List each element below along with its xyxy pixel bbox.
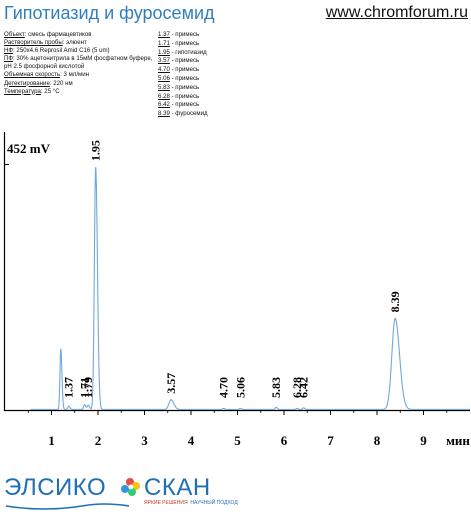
x-tick-label: 3 xyxy=(141,433,148,448)
peak-label: 1.37 xyxy=(62,377,76,398)
peak-rt: 5.83 xyxy=(158,83,170,91)
peak-name: - примесь xyxy=(169,39,200,47)
peak-rt: 6.42 xyxy=(158,101,170,109)
condition-row: НФ: 250x4.6 Reprosil Amid C16 (5 um) xyxy=(4,47,154,55)
peak-rt: 3.57 xyxy=(158,57,170,65)
x-axis-label: мин xyxy=(446,433,470,448)
x-tick-label: 4 xyxy=(188,433,195,448)
peak-name: - примесь xyxy=(169,74,200,82)
condition-key: Детектирование xyxy=(4,79,50,87)
peak-rt: 1.71 xyxy=(158,39,170,47)
peak-rt: 8.39 xyxy=(158,110,170,118)
condition-value: : 30% ацетонитрила в 15мМ фосфатном буфе… xyxy=(4,55,153,71)
condition-key: Объемная скорость xyxy=(4,71,61,79)
chart-title: Гипотиазид и фуросемид xyxy=(4,3,215,23)
condition-value: : 220 нм xyxy=(49,79,73,87)
peak-labels: 1.37 1.711.79 1.95 3.57 4.70 5.06 5.83 6.286.42… xyxy=(62,140,402,398)
trace-group xyxy=(30,167,470,411)
peak-legend: 1.37 - примесь 1.71 - примесь 1.95 - гип… xyxy=(158,31,208,119)
logo-flower-icon xyxy=(121,478,140,496)
peak-name: - фуросемид xyxy=(169,110,208,118)
peak-rt: 5.06 xyxy=(158,74,170,82)
condition-row: Растворитель пробы: элюент xyxy=(4,39,154,47)
peak-name: - примесь xyxy=(169,57,200,65)
company-logo: ЭЛСИКО СКАН ЯРКИЕ РЕШЕНИЯ НАУЧНЫЙ ПОДХОД xyxy=(4,472,264,512)
condition-key: Объект xyxy=(4,31,25,38)
condition-value: : 250x4.6 Reprosil Amid C16 (5 um) xyxy=(13,47,110,55)
condition-row: Детектирование: 220 нм xyxy=(4,80,154,88)
peak-legend-row: 4.70 - примесь xyxy=(158,66,208,75)
peak-rt: 1.37 xyxy=(158,31,170,38)
conditions-block: Объект: смесь фармацевтиков Растворитель… xyxy=(4,31,154,96)
x-tick-label: 5 xyxy=(234,433,241,448)
y-axis-label: 452 mV xyxy=(7,141,51,156)
chromatogram-trace xyxy=(30,167,470,411)
peak-label: 5.06 xyxy=(233,377,247,398)
x-tick-label: 9 xyxy=(420,433,427,448)
peak-label: 3.57 xyxy=(164,373,178,394)
peak-name: - гипотиазид xyxy=(169,48,207,56)
logo-wave-icon xyxy=(5,503,130,510)
peak-name: - примесь xyxy=(169,66,200,74)
axes: 452 mV 1 2 3 4 5 6 7 8 9 мин xyxy=(3,132,470,448)
site-link[interactable]: www.chromforum.ru xyxy=(325,4,468,21)
logo-text-left: ЭЛСИКО xyxy=(4,474,107,501)
x-tick-label: 8 xyxy=(374,433,381,448)
peak-label: 4.70 xyxy=(217,377,231,398)
peak-legend-row: 6.42 - примесь xyxy=(158,101,208,110)
condition-value: : 25 °С xyxy=(40,87,60,95)
logo-text-right: СКАН xyxy=(144,474,211,501)
logo-tagline: ЯРКИЕ РЕШЕНИЯ НАУЧНЫЙ ПОДХОД xyxy=(144,500,238,506)
peak-name: - примесь xyxy=(169,83,200,91)
x-tick-label: 1 xyxy=(48,433,55,448)
condition-value: : 3 мл/мин xyxy=(60,71,89,79)
peak-legend-row: 5.06 - примесь xyxy=(158,75,208,84)
peak-label: 1.95 xyxy=(89,140,103,161)
logo-graphic xyxy=(5,478,140,510)
condition-key: Растворитель пробы xyxy=(4,39,63,47)
condition-key: Температура xyxy=(4,87,41,95)
condition-key: ПФ xyxy=(4,55,14,63)
peak-name: - примесь xyxy=(169,31,200,38)
peak-legend-row: 5.83 - примесь xyxy=(158,84,208,93)
peak-rt: 6.28 xyxy=(158,92,170,100)
peak-label: 8.39 xyxy=(388,291,402,312)
condition-row: Температура: 25 °С xyxy=(4,88,154,96)
peak-rt: 4.70 xyxy=(158,66,170,74)
peak-legend-row: 6.28 - примесь xyxy=(158,93,208,102)
peak-label: 6.42 xyxy=(297,377,311,398)
peak-label: 6.28 xyxy=(290,377,304,398)
peak-name: - примесь xyxy=(169,101,200,109)
condition-key: НФ xyxy=(4,47,14,55)
peak-rt: 1.95 xyxy=(158,48,170,56)
condition-row: Объемная скорость: 3 мл/мин xyxy=(4,71,154,79)
x-tick-label: 2 xyxy=(95,433,102,448)
peak-legend-row: 1.95 - гипотиазид xyxy=(158,49,208,58)
condition-row: Объект: смесь фармацевтиков xyxy=(4,31,154,39)
condition-value: : смесь фармацевтиков xyxy=(24,31,92,38)
condition-row: ПФ: 30% ацетонитрила в 15мМ фосфатном бу… xyxy=(4,55,154,71)
peak-legend-row: 3.57 - примесь xyxy=(158,57,208,66)
peak-name: - примесь xyxy=(169,92,200,100)
x-tick-label: 7 xyxy=(327,433,334,448)
logo-tagline-blue: НАУЧНЫЙ ПОДХОД xyxy=(190,500,238,506)
logo-tagline-red: ЯРКИЕ РЕШЕНИЯ xyxy=(144,500,188,506)
peak-legend-row: 1.71 - примесь xyxy=(158,40,208,49)
condition-value: : элюент xyxy=(62,39,87,47)
peak-label: 5.83 xyxy=(269,377,283,398)
peak-label: 1.79 xyxy=(81,377,95,398)
peak-label: 1.71 xyxy=(78,377,92,398)
x-tick-label: 6 xyxy=(281,433,288,448)
peak-legend-row: 1.37 - примесь xyxy=(158,31,208,40)
peak-legend-row: 8.39 - фуросемид xyxy=(158,110,208,119)
